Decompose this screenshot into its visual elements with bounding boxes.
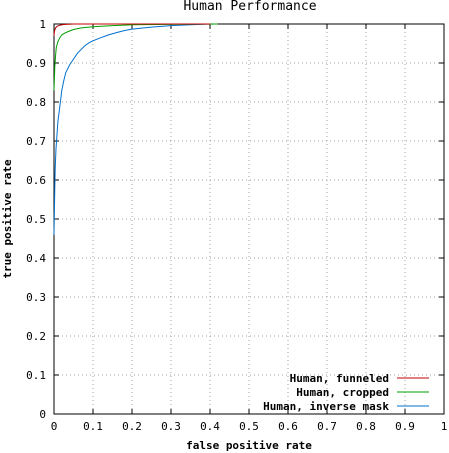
x-tick-label: 0 (51, 420, 58, 433)
y-axis-label: true positive rate (1, 159, 14, 279)
x-axis-label: false positive rate (186, 439, 312, 452)
y-tick-label: 0.6 (26, 174, 46, 187)
x-tick-label: 0.3 (161, 420, 181, 433)
x-tick-label: 0.4 (200, 420, 220, 433)
x-tick-label: 0.8 (356, 420, 376, 433)
series-line-human-funneled (53, 23, 210, 36)
plot-frame (53, 23, 445, 415)
y-tick-label: 1 (39, 18, 46, 31)
y-tick-label: 0.9 (26, 57, 46, 70)
legend-label: Human, funneled (290, 372, 389, 385)
y-tick-label: 0.7 (26, 135, 46, 148)
series-line-human-cropped (53, 23, 218, 91)
y-tick-label: 0.4 (26, 252, 46, 265)
y-tick-label: 0.5 (26, 213, 46, 226)
y-tick-label: 0.8 (26, 96, 46, 109)
chart-title: Human Performance (183, 0, 316, 14)
y-ticks: 0 0.1 0.2 0.3 0.4 0.5 0.6 0.7 0.8 0.9 1 (26, 18, 444, 421)
grid-lines (54, 24, 444, 414)
y-tick-label: 0.3 (26, 291, 46, 304)
x-tick-label: 0.9 (395, 420, 415, 433)
series-lines (53, 23, 218, 235)
x-tick-label: 0.1 (83, 420, 103, 433)
y-tick-label: 0.1 (26, 369, 46, 382)
series-line-human-inverse-mask (53, 23, 211, 235)
legend-label: Human, inverse mask (263, 400, 389, 413)
x-tick-label: 0.6 (278, 420, 298, 433)
y-tick-label: 0.2 (26, 330, 46, 343)
x-tick-label: 0.5 (239, 420, 259, 433)
x-tick-label: 0.7 (317, 420, 337, 433)
x-tick-label: 0.2 (122, 420, 142, 433)
x-tick-label: 1 (441, 420, 448, 433)
y-tick-label: 0 (39, 408, 46, 421)
legend-label: Human, cropped (296, 386, 389, 399)
